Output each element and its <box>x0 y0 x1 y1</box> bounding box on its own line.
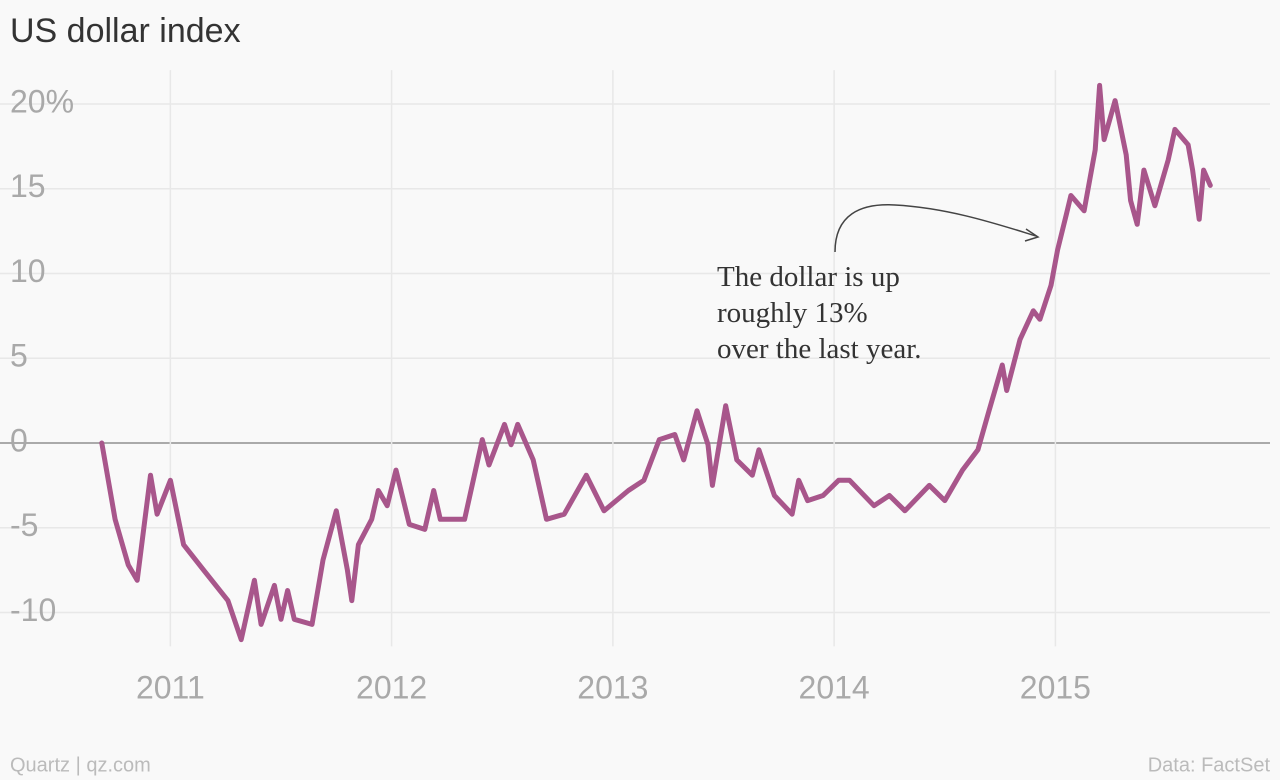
y-tick-label: 20% <box>10 83 74 119</box>
footer-data: Data: FactSet <box>1148 754 1271 776</box>
annotation-arrow <box>834 204 1037 253</box>
y-tick-label: -10 <box>10 592 56 628</box>
plot <box>99 82 1213 643</box>
annotation: The dollar is up roughly 13% over the la… <box>717 261 922 365</box>
x-tick-label: 2011 <box>136 669 205 705</box>
x-tick-label: 2014 <box>799 669 870 705</box>
grid: -10 -5 0 5 10 15 20% 2011 2012 2013 2014 2015 <box>0 70 1270 705</box>
annotation-line: The dollar is up <box>717 261 900 293</box>
y-tick-label: -5 <box>10 507 38 543</box>
data-line <box>99 82 1213 643</box>
x-tick-label: 2015 <box>1020 669 1091 705</box>
annotation-line: over the last year. <box>717 333 922 365</box>
annotation-line: roughly 13% <box>717 297 868 329</box>
y-tick-label: 15 <box>10 168 46 204</box>
chart-title: US dollar index <box>10 12 241 50</box>
footer-source: Quartz | qz.com <box>10 754 151 776</box>
y-tick-label: 0 <box>10 422 28 458</box>
x-tick-label: 2012 <box>356 669 427 705</box>
x-tick-label: 2013 <box>577 669 648 705</box>
y-tick-label: 5 <box>10 338 28 374</box>
arrow-head <box>1024 228 1040 242</box>
y-tick-label: 10 <box>10 253 46 289</box>
